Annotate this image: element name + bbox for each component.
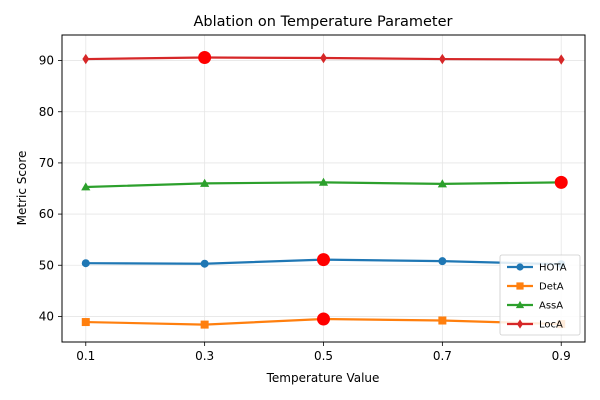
loca-point [557,54,565,65]
chart-title: Ablation on Temperature Parameter [194,14,453,30]
legend-marker [516,319,524,329]
legend: HOTA DetA AssA LocA [499,254,581,336]
deta-best-marker [317,312,330,326]
assa-best-marker [554,175,568,189]
loca-point [438,53,446,65]
x-tick-label: 0.9 [552,349,571,363]
series-loca [82,52,565,65]
legend-box [499,254,581,336]
y-tick-label: 80 [39,105,54,119]
y-tick-label: 40 [39,309,54,323]
legend-item-hota: HOTA [507,263,567,274]
x-tick-label: 0.1 [76,349,95,363]
y-tick-label: 90 [39,54,54,68]
y-axis: 40 50 60 70 80 90 [39,54,62,323]
deta-point [438,316,447,325]
deta-point [81,318,90,327]
assa-point [81,182,91,191]
x-tick-label: 0.7 [433,349,452,363]
y-tick-label: 50 [39,258,54,272]
legend-marker [515,300,525,309]
x-axis: 0.1 0.3 0.5 0.7 0.9 [76,342,571,363]
loca-point [82,53,90,65]
legend-item-assa: AssA [507,301,563,312]
hota-point [81,259,90,268]
legend-item-deta: DetA [507,282,564,293]
x-tick-label: 0.3 [195,349,214,363]
legend-marker [516,263,524,271]
best-value-markers [198,51,568,326]
assa-point [437,179,447,188]
assa-point [200,178,210,187]
y-tick-label: 60 [39,207,54,221]
y-axis-title: Metric Score [15,151,29,226]
legend-label: AssA [539,301,563,312]
assa-point [318,177,329,186]
hota-best-marker [317,253,330,267]
legend-item-loca: LocA [507,319,563,331]
legend-label: LocA [539,320,563,331]
loca-best-marker [198,51,212,65]
hota-point [200,259,209,268]
y-tick-label: 70 [39,156,54,170]
loca-point [320,52,327,64]
legend-label: HOTA [539,263,567,274]
legend-marker [516,282,524,290]
deta-point [200,320,209,329]
legend-label: DetA [539,282,564,293]
x-tick-label: 0.5 [314,349,333,363]
x-axis-title: Temperature Value [266,371,380,385]
hota-point [438,257,447,266]
